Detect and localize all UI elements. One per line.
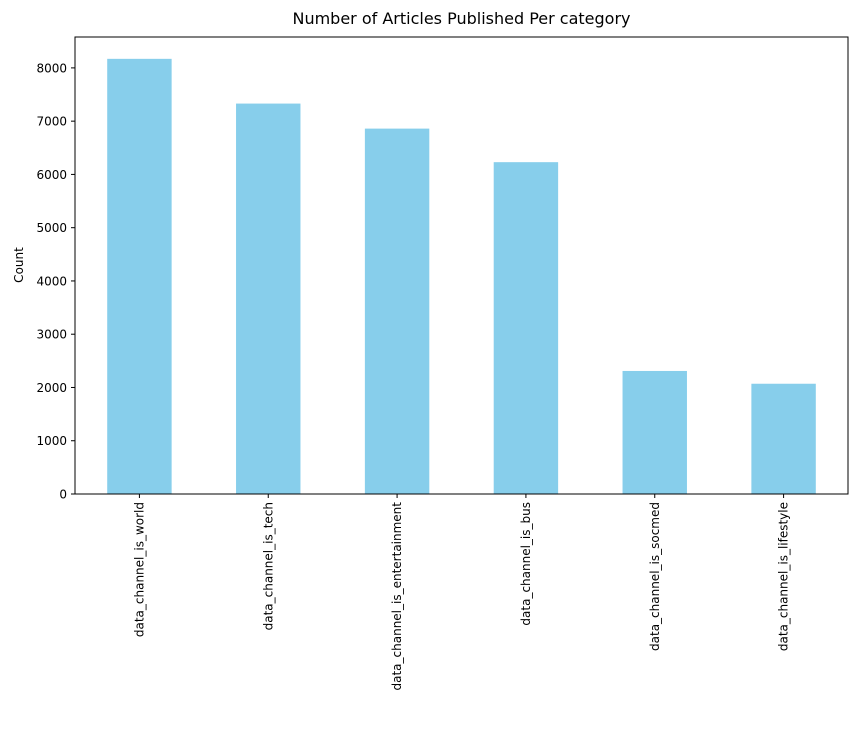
x-axis: data_channel_is_world data_channel_is_tec…	[132, 494, 791, 691]
x-tick-label: data_channel_is_socmed	[648, 502, 662, 651]
y-tick-label: 5000	[36, 221, 67, 235]
y-axis-label: Count	[12, 247, 26, 283]
x-tick-label: data_channel_is_bus	[519, 502, 533, 626]
bars-layer	[107, 58, 816, 495]
bar-data-channel-is-socmed	[622, 370, 687, 494]
y-tick-label: 2000	[36, 381, 67, 395]
y-tick-label: 3000	[36, 328, 67, 342]
y-axis: 0 1000 2000 3000 4000 5000 6000 7000 8000	[36, 61, 75, 502]
chart-title: Number of Articles Published Per categor…	[292, 9, 630, 28]
y-tick-label: 6000	[36, 168, 67, 182]
bar-data-channel-is-bus	[493, 162, 559, 495]
bar-data-channel-is-entertainment	[364, 128, 430, 495]
y-tick-label: 4000	[36, 274, 67, 288]
y-tick-label: 8000	[36, 61, 67, 75]
plot-frame	[74, 36, 849, 495]
x-tick-label: data_channel_is_lifestyle	[777, 502, 791, 651]
bar-data-channel-is-tech	[236, 103, 301, 494]
bar-data-channel-is-world	[107, 58, 172, 495]
y-tick-label: 1000	[36, 434, 67, 448]
y-tick-label: 0	[59, 488, 67, 502]
x-tick-label: data_channel_is_world	[132, 502, 146, 637]
bar-data-channel-is-lifestyle	[751, 383, 816, 494]
x-tick-label: data_channel_is_entertainment	[390, 502, 404, 691]
x-tick-label: data_channel_is_tech	[261, 502, 275, 630]
plot-border	[74, 36, 849, 495]
y-tick-label: 7000	[36, 115, 67, 129]
